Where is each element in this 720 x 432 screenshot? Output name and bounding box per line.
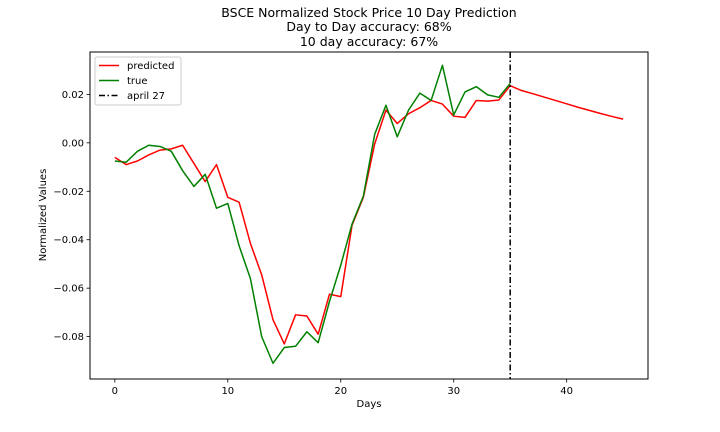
y-tick-label: 0.02 <box>62 90 84 101</box>
plot-area <box>114 52 624 379</box>
y-axis-label: Normalized Values <box>38 169 49 262</box>
y-tick-label: −0.08 <box>53 332 84 343</box>
series-line-true <box>114 64 511 365</box>
chart-title-line-2: Day to Day accuracy: 68% <box>286 19 451 34</box>
legend-box <box>94 56 182 106</box>
legend-label-true: true <box>127 76 148 87</box>
x-axis-label: Days <box>357 399 382 410</box>
plot-frame <box>89 51 649 380</box>
x-axis-ticks: 0 10 20 30 40 <box>112 379 573 397</box>
chart-title: BSCE Normalized Stock Price 10 Day Predi… <box>221 5 516 49</box>
series-line-predicted <box>114 84 624 345</box>
y-tick-label: 0.00 <box>62 138 84 149</box>
y-tick-label: −0.06 <box>53 284 84 295</box>
x-tick-label: 0 <box>112 386 118 397</box>
legend-label-predicted: predicted <box>127 61 174 72</box>
x-tick-label: 10 <box>221 386 234 397</box>
chart-title-line-1: BSCE Normalized Stock Price 10 Day Predi… <box>221 5 516 20</box>
x-tick-label: 30 <box>447 386 460 397</box>
y-tick-label: −0.02 <box>53 187 84 198</box>
x-tick-label: 20 <box>334 386 347 397</box>
x-tick-label: 40 <box>560 386 573 397</box>
legend-label-april-27: april 27 <box>127 91 165 102</box>
y-tick-label: −0.04 <box>53 235 84 246</box>
legend: predicted true april 27 <box>94 56 182 106</box>
chart-title-line-3: 10 day accuracy: 67% <box>300 34 438 49</box>
y-axis-ticks: −0.08 −0.06 −0.04 −0.02 0.00 0.02 <box>53 90 90 343</box>
